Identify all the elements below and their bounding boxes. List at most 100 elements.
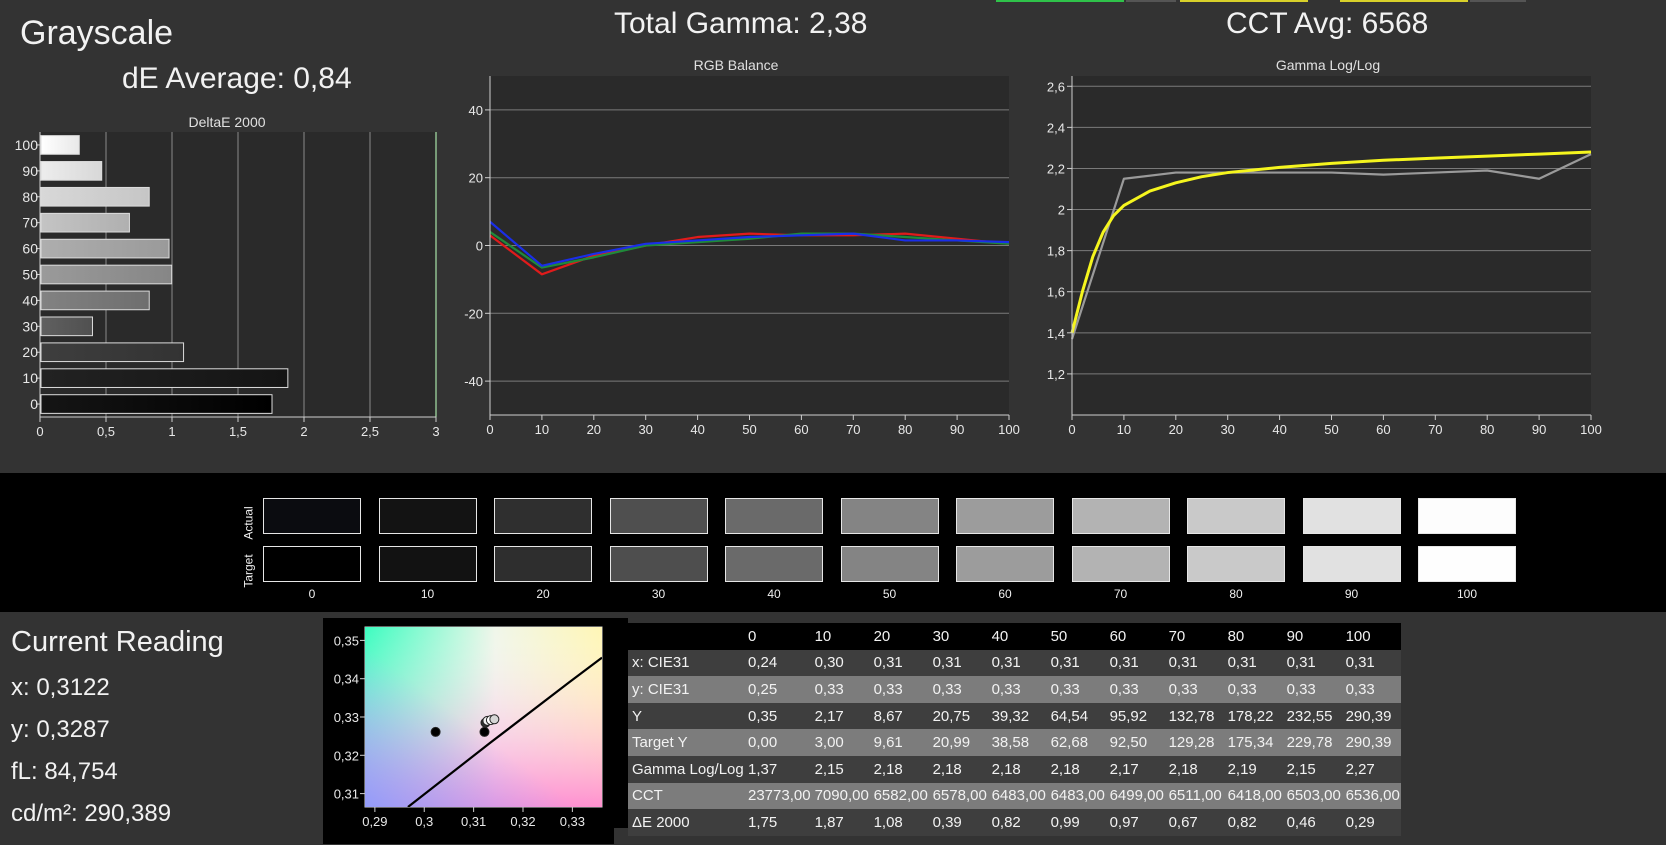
table-cell: 2,18 <box>869 755 929 783</box>
table-column-header: 70 <box>1164 623 1224 650</box>
table-column-header: 60 <box>1105 623 1165 650</box>
table-cell: 6582,00 <box>869 782 929 810</box>
table-column-header: 50 <box>1046 623 1106 650</box>
table-cell: 0,33 <box>987 676 1047 703</box>
deltae-bar-0 <box>40 394 273 414</box>
table-cell: 6578,00 <box>928 782 988 810</box>
table-cell: 92,50 <box>1105 729 1165 756</box>
deltae-bar-80 <box>40 186 150 207</box>
table-cell: 20,99 <box>928 729 988 756</box>
cie-y-tick-label: 0,35 <box>334 633 359 648</box>
gamma-x-tick-label: 70 <box>1428 422 1442 437</box>
cie-x-tick-label: 0,31 <box>461 814 486 829</box>
actual-swatch-60 <box>956 498 1054 534</box>
reading-y: y: 0,3287 <box>11 716 110 743</box>
table-cell: 290,39 <box>1341 729 1401 756</box>
target-swatch-40 <box>725 546 823 582</box>
rgb-x-tick-label: 40 <box>690 422 704 437</box>
table-cell: 0,67 <box>1164 809 1224 836</box>
rgb-x-tick-label: 70 <box>846 422 860 437</box>
gamma-x-tick-label: 80 <box>1480 422 1494 437</box>
table-cell: 1,37 <box>744 755 811 783</box>
actual-swatch-100 <box>1418 498 1516 534</box>
table-cell: 0,31 <box>1223 649 1283 677</box>
table-cell: 129,28 <box>1164 729 1224 756</box>
table-cell: 64,54 <box>1046 702 1106 730</box>
deltae-category-label: 60 <box>22 241 38 257</box>
table-cell: 3,00 <box>810 729 870 756</box>
table-column-header: 100 <box>1341 623 1401 650</box>
target-swatch-30 <box>609 546 708 582</box>
table-cell: 0,33 <box>1341 676 1401 703</box>
table-cell: 0,97 <box>1105 809 1165 836</box>
table-row: Target Y 0,00 3,00 9,61 20,99 38,58 62,68 92,50… <box>628 729 1401 756</box>
gamma-y-tick-label: 1,4 <box>1047 326 1065 341</box>
rgb-x-tick-label: 50 <box>742 422 756 437</box>
rgb-x-tick-label: 90 <box>950 422 964 437</box>
table-row: Gamma Log/Log 1,37 2,15 2,18 2,18 2,18 2,18 2,1… <box>628 755 1401 783</box>
table-column-header: 30 <box>928 623 988 650</box>
cie-x-tick-label: 0,29 <box>362 814 387 829</box>
rgb-x-tick-label: 30 <box>638 422 652 437</box>
table-cell: 2,18 <box>1046 755 1106 783</box>
actual-swatch-80 <box>1187 498 1285 534</box>
reading-x: x: 0,3122 <box>11 674 110 701</box>
measurement-table: 0 10 20 30 40 50 60 70 80 90 100 x: CIE31 0,24 0,30 0… <box>628 623 1401 836</box>
table-cell: 0,46 <box>1282 809 1342 836</box>
actual-swatch-20 <box>494 498 592 534</box>
deltae-bar-30 <box>40 316 93 337</box>
cie-y-tick-label: 0,32 <box>334 748 359 763</box>
table-cell: 6418,00 <box>1223 782 1283 810</box>
gamma-y-tick-label: 1,8 <box>1047 244 1065 259</box>
table-cell: 6483,00 <box>1046 782 1106 810</box>
rgb-x-tick-label: 60 <box>794 422 808 437</box>
gamma-y-tick-label: 1,2 <box>1047 367 1065 382</box>
deltae-category-label: 20 <box>22 344 38 360</box>
actual-swatch-70 <box>1071 498 1170 534</box>
table-column-header: 20 <box>869 623 929 650</box>
table-cell: 38,58 <box>987 729 1047 756</box>
table-cell: 0,33 <box>1105 676 1165 703</box>
table-cell: 0,39 <box>928 809 988 836</box>
table-cell: 0,99 <box>1046 809 1106 836</box>
current-reading-title: Current Reading <box>11 626 224 658</box>
table-row-label: y: CIE31 <box>628 676 744 703</box>
cie-x-tick-label: 0,3 <box>415 814 433 829</box>
table-cell: 39,32 <box>987 702 1047 730</box>
table-cell: 0,00 <box>744 729 811 756</box>
target-swatch-0 <box>263 546 361 582</box>
actual-swatch-0 <box>263 498 361 534</box>
de-average-label: dE Average: 0,84 <box>122 62 352 95</box>
actual-swatch-10 <box>378 498 477 534</box>
table-row: ΔE 2000 1,75 1,87 1,08 0,39 0,82 0,99 0,97 0,67 0… <box>628 809 1401 836</box>
swatch-level-label: 20 <box>536 587 550 601</box>
table-cell: 2,19 <box>1223 755 1283 783</box>
rgb-series-red <box>489 232 1010 276</box>
swatch-level-label: 70 <box>1113 587 1128 601</box>
table-cell: 0,35 <box>744 702 811 730</box>
table-cell: 0,33 <box>928 676 988 703</box>
deltae-bar-60 <box>40 238 170 259</box>
deltae-x-tick-label: 0,5 <box>97 424 115 439</box>
table-cell: 0,31 <box>869 649 929 677</box>
target-swatch-10 <box>378 546 477 582</box>
deltae-category-label: 10 <box>22 370 38 386</box>
swatch-level-label: 0 <box>308 587 316 601</box>
current-reading-panel: Current Reading x: 0,3122 y: 0,3287 fL: … <box>0 612 320 845</box>
table-cell: 2,18 <box>1164 755 1224 783</box>
target-swatch-20 <box>494 546 592 582</box>
rgb-y-tick-label: -20 <box>464 306 483 321</box>
table-column-header: 90 <box>1282 623 1342 650</box>
table-column-header: 40 <box>987 623 1047 650</box>
rgb-y-tick-label: 40 <box>469 103 483 118</box>
deltae-category-label: 50 <box>22 267 38 283</box>
gamma-y-tick-label: 2,4 <box>1047 120 1065 135</box>
table-cell: 0,25 <box>744 676 811 703</box>
table-cell: 132,78 <box>1164 702 1224 730</box>
table-cell: 0,82 <box>987 809 1047 836</box>
table-cell: 0,31 <box>1341 649 1401 677</box>
cct-average-label: CCT Avg: 6568 <box>1226 7 1429 40</box>
cie-x-tick-label: 0,33 <box>560 814 585 829</box>
gamma-y-tick-label: 2 <box>1058 203 1065 218</box>
gamma-x-tick-label: 20 <box>1169 422 1183 437</box>
